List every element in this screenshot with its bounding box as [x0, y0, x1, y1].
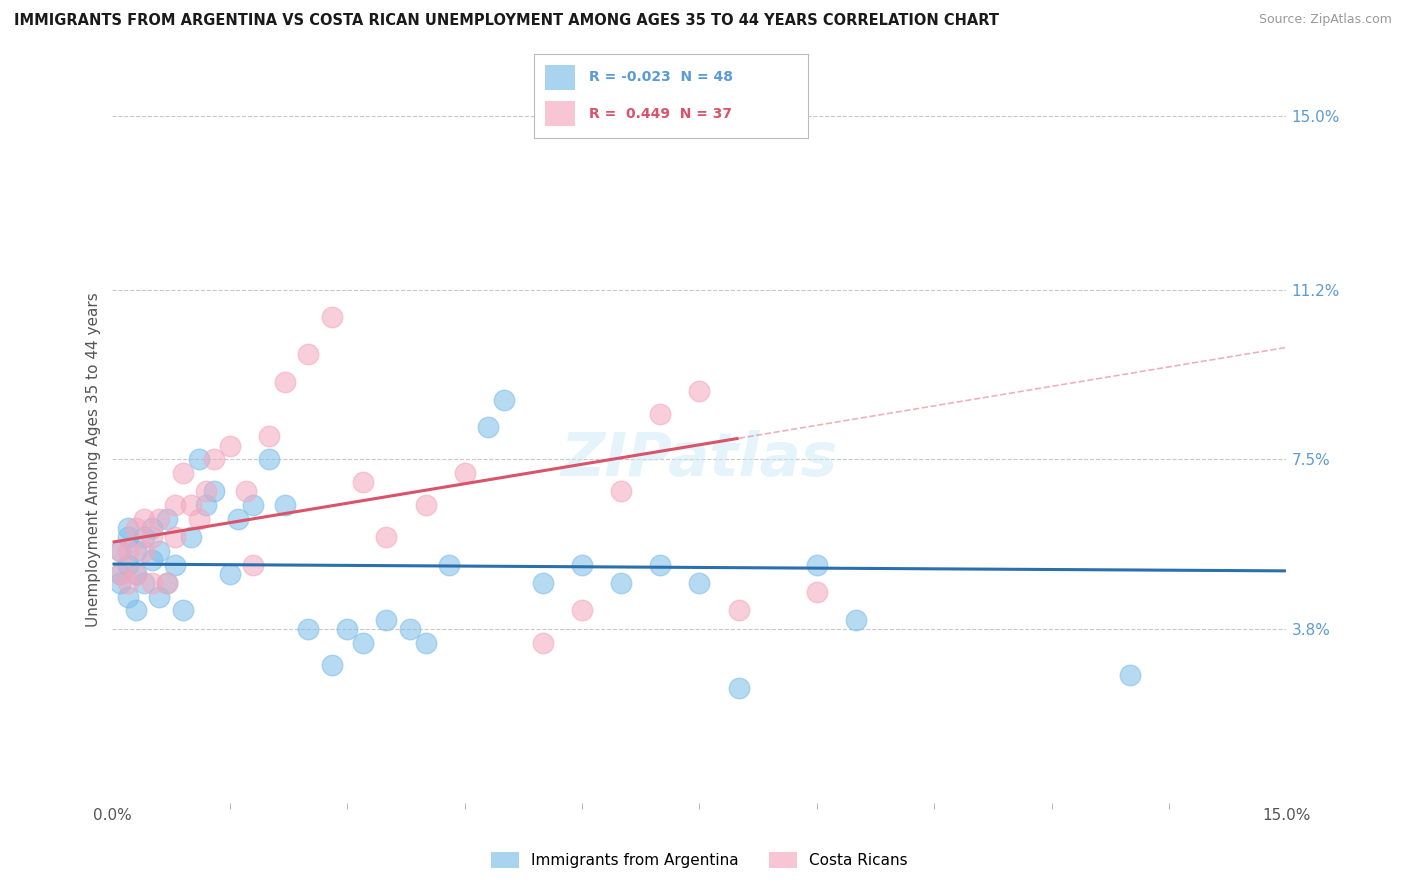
- Point: [195, 498, 218, 512]
- Point: [110, 576, 132, 591]
- Point: [242, 498, 264, 512]
- Point: [336, 622, 359, 636]
- Point: [571, 603, 593, 617]
- Point: [110, 566, 132, 581]
- Point: [165, 498, 187, 512]
- Point: [172, 466, 194, 480]
- Point: [117, 521, 139, 535]
- Point: [352, 635, 374, 649]
- Point: [125, 544, 148, 558]
- Bar: [546, 64, 575, 90]
- Point: [117, 590, 139, 604]
- Point: [610, 576, 633, 591]
- Point: [727, 681, 749, 696]
- Point: [610, 484, 633, 499]
- Point: [117, 530, 139, 544]
- Text: ZIPatlas: ZIPatlas: [561, 430, 838, 489]
- Point: [242, 558, 264, 572]
- Point: [156, 512, 179, 526]
- Point: [148, 590, 170, 604]
- Point: [187, 452, 209, 467]
- Point: [273, 375, 295, 389]
- Point: [125, 603, 148, 617]
- Point: [650, 558, 672, 572]
- Point: [187, 512, 209, 526]
- Point: [375, 530, 398, 544]
- Point: [226, 512, 249, 526]
- Point: [437, 558, 460, 572]
- Point: [132, 512, 155, 526]
- Point: [1119, 667, 1142, 681]
- Point: [202, 484, 225, 499]
- Point: [297, 347, 319, 361]
- Text: R =  0.449  N = 37: R = 0.449 N = 37: [589, 107, 733, 120]
- Point: [531, 576, 554, 591]
- Point: [571, 558, 593, 572]
- Text: R = -0.023  N = 48: R = -0.023 N = 48: [589, 70, 733, 84]
- Point: [110, 544, 132, 558]
- Point: [165, 558, 187, 572]
- Point: [141, 521, 163, 535]
- Y-axis label: Unemployment Among Ages 35 to 44 years: Unemployment Among Ages 35 to 44 years: [86, 292, 101, 627]
- Point: [806, 585, 828, 599]
- Point: [297, 622, 319, 636]
- Point: [257, 429, 280, 443]
- Text: IMMIGRANTS FROM ARGENTINA VS COSTA RICAN UNEMPLOYMENT AMONG AGES 35 TO 44 YEARS : IMMIGRANTS FROM ARGENTINA VS COSTA RICAN…: [14, 13, 1000, 29]
- Point: [531, 635, 554, 649]
- Point: [172, 603, 194, 617]
- Point: [148, 512, 170, 526]
- Point: [132, 530, 155, 544]
- Point: [110, 544, 132, 558]
- Point: [375, 613, 398, 627]
- Point: [352, 475, 374, 490]
- Point: [492, 392, 515, 407]
- Point: [148, 544, 170, 558]
- Point: [141, 530, 163, 544]
- Point: [117, 544, 139, 558]
- Point: [453, 466, 475, 480]
- Point: [165, 530, 187, 544]
- Point: [132, 544, 155, 558]
- Legend: Immigrants from Argentina, Costa Ricans: Immigrants from Argentina, Costa Ricans: [485, 846, 914, 874]
- Point: [117, 558, 139, 572]
- Bar: [546, 101, 575, 127]
- Point: [321, 658, 343, 673]
- Point: [399, 622, 422, 636]
- Point: [218, 566, 242, 581]
- Point: [110, 566, 132, 581]
- Point: [257, 452, 280, 467]
- Point: [845, 613, 868, 627]
- Point: [688, 384, 710, 398]
- Point: [132, 576, 155, 591]
- Point: [321, 310, 343, 325]
- Point: [806, 558, 828, 572]
- Point: [117, 576, 139, 591]
- Point: [235, 484, 257, 499]
- Point: [477, 420, 499, 434]
- Point: [650, 407, 672, 421]
- Point: [125, 566, 148, 581]
- Point: [415, 635, 437, 649]
- Point: [195, 484, 218, 499]
- Point: [273, 498, 295, 512]
- Point: [125, 521, 148, 535]
- Point: [156, 576, 179, 591]
- Point: [180, 530, 202, 544]
- Point: [156, 576, 179, 591]
- Point: [688, 576, 710, 591]
- Point: [202, 452, 225, 467]
- Point: [125, 566, 148, 581]
- Point: [141, 553, 163, 567]
- Point: [141, 576, 163, 591]
- Point: [218, 439, 242, 453]
- Point: [415, 498, 437, 512]
- Point: [180, 498, 202, 512]
- Point: [727, 603, 749, 617]
- Text: Source: ZipAtlas.com: Source: ZipAtlas.com: [1258, 13, 1392, 27]
